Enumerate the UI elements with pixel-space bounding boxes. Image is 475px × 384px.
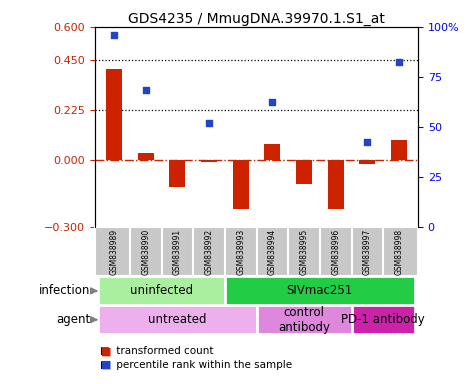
- Text: GSM838990: GSM838990: [141, 228, 150, 275]
- Text: infection: infection: [39, 285, 90, 297]
- Bar: [138, 153, 153, 160]
- Text: uninfected: uninfected: [130, 285, 193, 297]
- Bar: [225, 276, 415, 305]
- Text: ■  percentile rank within the sample: ■ percentile rank within the sample: [100, 360, 292, 370]
- Text: untreated: untreated: [148, 313, 207, 326]
- Bar: [360, 160, 375, 164]
- Bar: [98, 305, 256, 334]
- Bar: [352, 305, 415, 334]
- Text: GSM838994: GSM838994: [268, 228, 277, 275]
- Bar: [391, 140, 407, 160]
- Bar: [170, 160, 185, 187]
- Bar: [233, 160, 248, 209]
- Point: [268, 99, 276, 105]
- Point: [363, 139, 371, 145]
- Text: GSM838995: GSM838995: [300, 228, 308, 275]
- Text: ■  transformed count: ■ transformed count: [100, 346, 213, 356]
- Bar: [106, 69, 122, 160]
- Text: GSM838991: GSM838991: [173, 228, 182, 275]
- Text: PD-1 antibody: PD-1 antibody: [342, 313, 425, 326]
- Text: GSM838996: GSM838996: [331, 228, 340, 275]
- Bar: [256, 305, 352, 334]
- Text: control
antibody: control antibody: [278, 306, 330, 334]
- Bar: [265, 144, 280, 160]
- Bar: [98, 276, 225, 305]
- Point: [142, 87, 150, 93]
- Text: GSM838997: GSM838997: [363, 228, 372, 275]
- Text: GSM838998: GSM838998: [395, 228, 403, 275]
- Text: GSM838992: GSM838992: [205, 228, 213, 275]
- Point: [110, 31, 118, 38]
- Title: GDS4235 / MmugDNA.39970.1.S1_at: GDS4235 / MmugDNA.39970.1.S1_at: [128, 12, 385, 26]
- Text: GSM838989: GSM838989: [110, 228, 118, 275]
- Text: ■: ■: [101, 360, 111, 370]
- Point: [395, 59, 403, 65]
- Text: SIVmac251: SIVmac251: [287, 285, 353, 297]
- Text: agent: agent: [56, 313, 90, 326]
- Point: [205, 120, 213, 126]
- Bar: [201, 160, 217, 162]
- Text: ■: ■: [101, 346, 111, 356]
- Bar: [328, 160, 343, 209]
- Bar: [296, 160, 312, 184]
- Text: GSM838993: GSM838993: [236, 228, 245, 275]
